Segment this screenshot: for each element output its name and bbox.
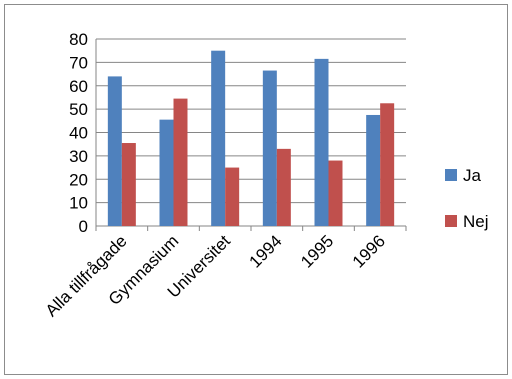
bar-nej — [276, 148, 291, 226]
chart-frame — [4, 4, 508, 375]
x-tick-label: 1996 — [349, 231, 389, 271]
y-tick-label: 60 — [69, 77, 88, 96]
x-tick-label: 1995 — [297, 231, 337, 271]
bar-nej — [380, 103, 395, 226]
bar-ja — [159, 119, 174, 226]
bar-nej — [173, 98, 188, 226]
bar-ja — [262, 70, 277, 227]
y-tick-label: 0 — [79, 217, 88, 236]
y-tick-label: 80 — [69, 30, 88, 49]
y-tick-label: 20 — [69, 170, 88, 189]
bar-ja — [107, 76, 122, 227]
bar-ja — [314, 58, 329, 227]
bar-ja — [366, 114, 381, 226]
legend-swatch-ja — [445, 169, 457, 181]
y-tick-label: 30 — [69, 147, 88, 166]
legend-label-ja: Ja — [463, 166, 482, 185]
y-tick-label: 40 — [69, 124, 88, 143]
y-tick-label: 10 — [69, 194, 88, 213]
x-tick-label: 1994 — [245, 231, 285, 271]
y-tick-label: 70 — [69, 53, 88, 72]
legend-label-nej: Nej — [463, 212, 489, 231]
y-tick-label: 50 — [69, 100, 88, 119]
bar-nej — [121, 143, 136, 226]
bar-nej — [225, 167, 240, 226]
legend-swatch-nej — [445, 215, 457, 227]
bar-nej — [328, 160, 343, 226]
bar-ja — [211, 50, 226, 226]
